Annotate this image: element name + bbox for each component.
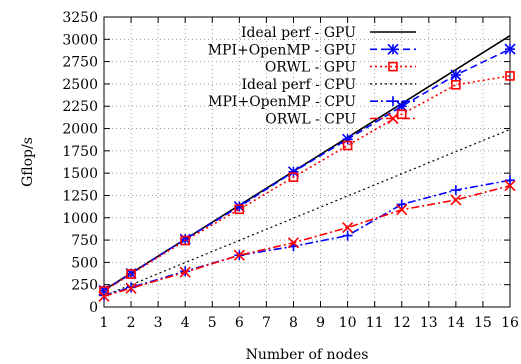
data-point — [234, 204, 245, 215]
data-point — [342, 140, 353, 151]
x-tick-label: 1 — [100, 315, 109, 331]
y-tick-label: 3000 — [62, 32, 98, 48]
x-tick-label: 11 — [366, 315, 384, 331]
data-point — [288, 172, 299, 182]
x-axis-title: Number of nodes — [246, 347, 369, 363]
data-point — [450, 69, 462, 81]
series-layer — [98, 35, 516, 302]
x-tick-label: 2 — [127, 315, 136, 331]
y-tick-label: 2000 — [62, 122, 98, 138]
legend-label: Ideal perf - GPU — [241, 25, 356, 41]
grid — [104, 17, 510, 307]
x-tick-label: 6 — [235, 315, 244, 331]
data-point — [451, 80, 461, 90]
data-point — [505, 71, 515, 81]
data-point — [180, 235, 190, 246]
data-point — [504, 43, 516, 55]
data-point — [505, 175, 515, 186]
legend-label: ORWL - GPU — [265, 60, 356, 76]
data-point — [396, 204, 408, 216]
legend-label: ORWL - CPU — [265, 112, 356, 128]
y-tick-label: 750 — [71, 233, 98, 249]
data-point — [342, 230, 353, 241]
data-point — [179, 266, 191, 278]
x-tick-label: 13 — [420, 315, 438, 331]
x-tick-label: 10 — [339, 315, 357, 331]
data-point — [233, 249, 245, 261]
legend-marker — [388, 96, 398, 107]
y-tick-label: 2250 — [62, 99, 98, 115]
data-point — [125, 282, 137, 294]
y-tick-label: 2750 — [62, 55, 98, 71]
ticks: 0250500750100012501500175020002250250027… — [62, 10, 519, 331]
data-point — [342, 222, 354, 234]
y-tick-label: 1750 — [62, 144, 98, 160]
y-tick-label: 1000 — [62, 211, 98, 227]
x-tick-label: 4 — [181, 315, 190, 331]
series-line-4 — [103, 128, 511, 297]
legend-marker — [387, 43, 399, 55]
x-tick-label: 3 — [154, 315, 163, 331]
legend-marker — [387, 112, 399, 125]
legend-label: MPI+OpenMP - GPU — [208, 42, 357, 58]
series-line-6 — [103, 184, 511, 298]
data-point — [287, 237, 300, 249]
legend-marker — [388, 61, 398, 72]
y-tick-label: 3250 — [62, 10, 98, 26]
x-tick-label: 5 — [208, 315, 217, 331]
y-tick-label: 1500 — [62, 166, 98, 182]
data-point — [98, 290, 110, 302]
data-point — [396, 199, 407, 210]
legend-label: Ideal perf - CPU — [242, 77, 357, 93]
x-tick-label: 15 — [474, 315, 492, 331]
y-tick-label: 250 — [71, 278, 98, 294]
y-tick-label: 2500 — [62, 77, 98, 93]
y-tick-label: 0 — [89, 300, 98, 316]
data-point — [504, 180, 516, 192]
legend-label: MPI+OpenMP - CPU — [208, 94, 356, 110]
x-tick-label: 14 — [447, 315, 465, 331]
series-line-5 — [103, 179, 511, 297]
y-tick-label: 1250 — [62, 188, 98, 204]
data-point — [450, 194, 462, 206]
x-tick-label: 16 — [501, 315, 519, 331]
data-point — [450, 185, 461, 196]
x-tick-label: 7 — [262, 315, 271, 331]
data-point — [126, 269, 136, 279]
x-tick-label: 12 — [393, 315, 411, 331]
y-tick-label: 500 — [71, 255, 98, 271]
x-tick-label: 9 — [316, 315, 325, 331]
y-axis-title: Gflop/s — [20, 137, 36, 187]
x-tick-label: 8 — [289, 315, 298, 331]
plot-frame — [103, 16, 511, 308]
series-line-3 — [103, 75, 511, 292]
